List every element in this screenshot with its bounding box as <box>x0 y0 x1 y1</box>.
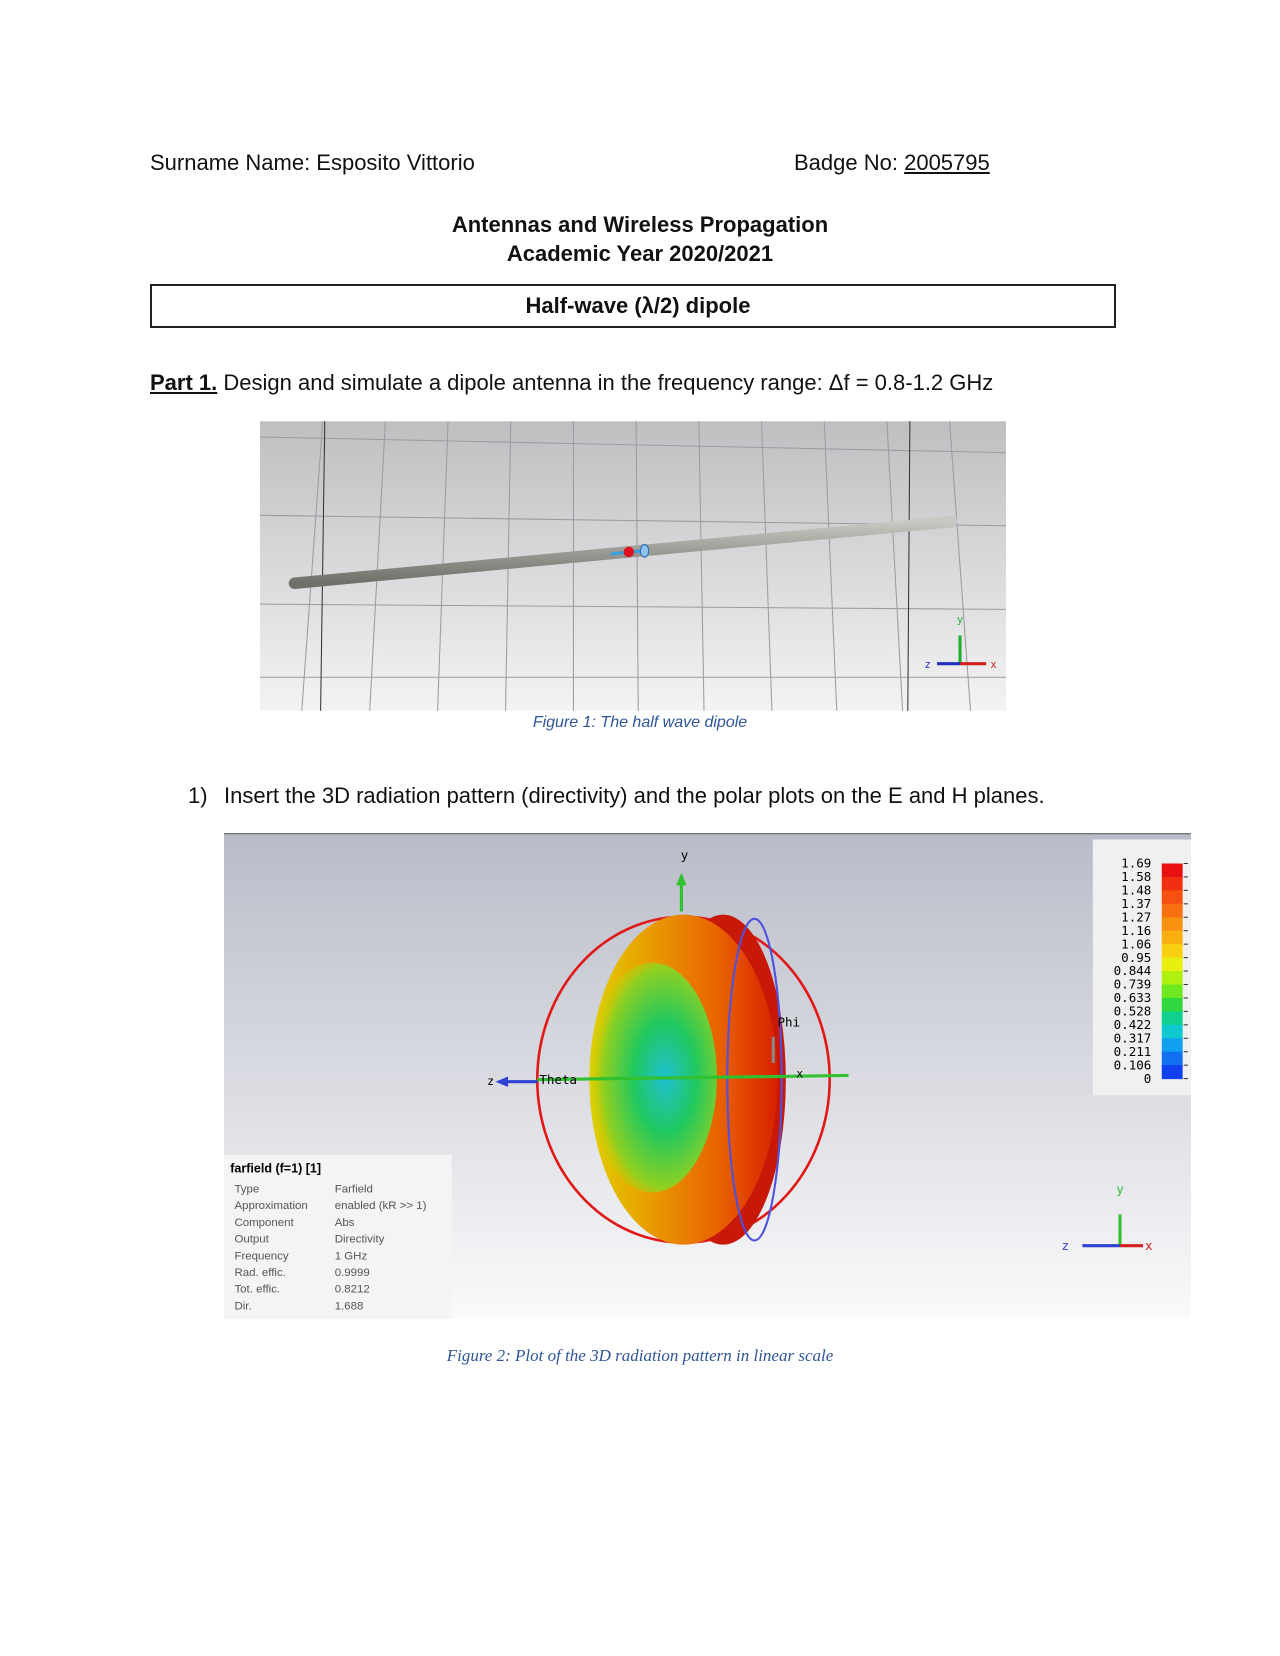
colorbar-label: 0.633 <box>1114 990 1152 1005</box>
colorbar-swatch <box>1161 957 1183 972</box>
triad-y: y <box>1116 1181 1124 1196</box>
surname: Surname Name: Esposito Vittorio <box>150 150 475 175</box>
info-key: Component <box>234 1217 294 1229</box>
axis-y: y <box>957 614 963 626</box>
info-key: Frequency <box>234 1250 288 1262</box>
info-key: Tot. effic. <box>234 1284 280 1296</box>
colorbar-label: 1.16 <box>1121 923 1151 938</box>
colorbar-swatch <box>1161 890 1183 905</box>
axis-x: x <box>796 1067 803 1081</box>
colorbar-swatch <box>1161 1024 1183 1039</box>
course-title: Antennas and Wireless Propagation <box>451 212 829 237</box>
info-value: Directivity <box>335 1234 385 1246</box>
colorbar-swatch <box>1161 944 1183 959</box>
figure2-image: y z x Phi Theta 1.691.581.481.371.271.16… <box>224 833 1191 1319</box>
colorbar-label: 0.317 <box>1114 1030 1152 1045</box>
colorbar-swatch <box>1161 876 1183 891</box>
info-value: 0.8212 <box>335 1284 370 1296</box>
part-label: Part 1. <box>150 370 218 395</box>
info-value: enabled (kR >> 1) <box>335 1200 427 1212</box>
badge: Badge No: 2005795 <box>794 150 990 176</box>
badge-number: 2005795 <box>904 150 990 175</box>
triad-x: x <box>1145 1238 1153 1253</box>
colorbar-swatch <box>1161 971 1183 986</box>
colorbar-label: 0.739 <box>1114 977 1152 992</box>
info-key: Type <box>234 1183 259 1195</box>
colorbar-label: 0 <box>1144 1071 1152 1086</box>
info-key: Approximation <box>234 1200 307 1212</box>
info-value: 0.9999 <box>335 1267 370 1279</box>
colorbar-swatch <box>1161 997 1183 1012</box>
colorbar-label: 1.27 <box>1121 909 1151 924</box>
triad-z: z <box>1062 1238 1070 1253</box>
axis-z: z <box>487 1074 494 1088</box>
info-key: Output <box>234 1234 269 1246</box>
part1: Part 1. Design and simulate a dipole ant… <box>150 370 993 396</box>
colorbar-swatch <box>1161 1051 1183 1066</box>
info-value: Farfield <box>335 1183 373 1195</box>
colorbar-swatch <box>1161 917 1183 932</box>
colorbar-label: 0.844 <box>1114 963 1152 978</box>
colorbar-swatch <box>1161 903 1183 918</box>
info-key: Rad. effic. <box>234 1267 285 1279</box>
info-value: 1 GHz <box>335 1250 368 1262</box>
colorbar-swatch <box>1161 1038 1183 1053</box>
colorbar-swatch <box>1161 1011 1183 1026</box>
colorbar-label: 0.528 <box>1114 1004 1152 1019</box>
axis-theta: Theta <box>539 1072 577 1087</box>
info-title: farfield (f=1) [1] <box>230 1162 321 1176</box>
info-value: Abs <box>335 1217 355 1229</box>
badge-label: Badge No: <box>794 150 898 175</box>
colorbar-label: 1.37 <box>1121 896 1151 911</box>
axis-z: z <box>925 659 931 671</box>
axis-x: x <box>990 659 996 671</box>
info-key: Dir. <box>234 1300 251 1312</box>
axis-y: y <box>681 847 689 862</box>
colorbar-swatch <box>1161 930 1183 945</box>
colorbar-swatch <box>1161 863 1183 878</box>
colorbar-label: 0.211 <box>1114 1044 1152 1059</box>
figure1-image: y z x <box>260 421 1006 711</box>
question-text: Insert the 3D radiation pattern (directi… <box>224 783 1045 808</box>
section-title: Half-wave (λ/2) dipole <box>525 293 751 318</box>
colorbar-swatch <box>1161 984 1183 999</box>
colorbar-label: 1.48 <box>1121 883 1151 898</box>
course-year: Academic Year 2020/2021 <box>506 241 774 266</box>
info-value: 1.688 <box>335 1300 364 1312</box>
colorbar-swatch <box>1161 1065 1183 1080</box>
colorbar-label: 0.106 <box>1114 1057 1152 1072</box>
figure1-caption: Figure 1: The half wave dipole <box>532 714 748 731</box>
section-box <box>150 284 1116 328</box>
question-number: 1) <box>188 783 208 808</box>
figure2-caption: Figure 2: Plot of the 3D radiation patte… <box>446 1346 834 1365</box>
axis-phi: Phi <box>777 1014 800 1029</box>
colorbar-label: 1.06 <box>1121 936 1151 951</box>
colorbar-label: 1.69 <box>1121 856 1151 871</box>
colorbar-label: 1.58 <box>1121 869 1151 884</box>
colorbar-label: 0.95 <box>1121 950 1151 965</box>
colorbar-label: 0.422 <box>1114 1017 1152 1032</box>
part-text: Design and simulate a dipole antenna in … <box>223 370 994 395</box>
